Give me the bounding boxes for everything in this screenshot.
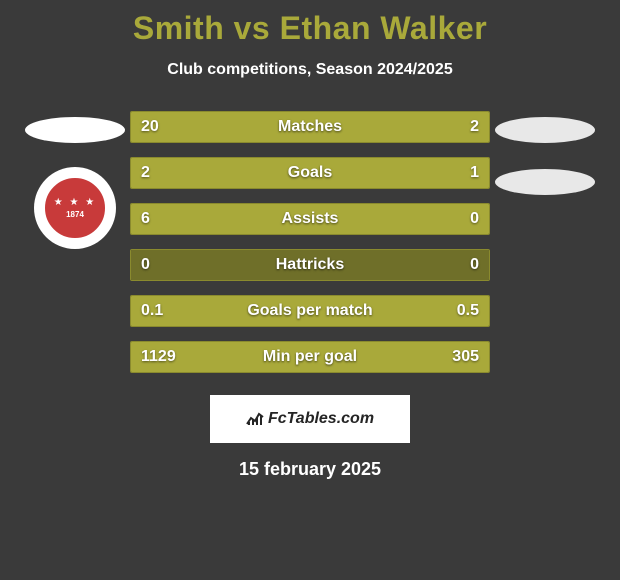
stat-row: 1129305Min per goal [130,341,490,373]
subtitle: Club competitions, Season 2024/2025 [0,61,620,79]
stat-bars: 202Matches 21Goals 60Assists 00Hattricks 0.1… [130,111,490,373]
left-player-column: ★ ★ ★ 1874 [20,111,130,373]
badge-stars-icon: ★ ★ ★ [54,197,96,208]
brand-text: FcTables.com [268,410,374,428]
stat-row: 202Matches [130,111,490,143]
stat-label: Assists [131,210,489,228]
stat-row: 00Hattricks [130,249,490,281]
stat-label: Matches [131,118,489,136]
stat-label: Min per goal [131,348,489,366]
club-badge-placeholder [495,169,595,195]
stat-row: 60Assists [130,203,490,235]
club-badge-inner: ★ ★ ★ 1874 [42,175,108,241]
stats-area: ★ ★ ★ 1874 202Matches 21Goals 60Assists 00H… [0,111,620,373]
stat-row: 21Goals [130,157,490,189]
stat-label: Goals per match [131,302,489,320]
club-badge: ★ ★ ★ 1874 [34,167,116,249]
brand-chart-icon [246,412,264,426]
player-photo-placeholder [25,117,125,143]
stat-row: 0.10.5Goals per match [130,295,490,327]
comparison-infographic: Smith vs Ethan Walker Club competitions,… [0,0,620,580]
stat-label: Hattricks [131,256,489,274]
date-label: 15 february 2025 [0,459,620,480]
page-title: Smith vs Ethan Walker [0,0,620,47]
badge-year: 1874 [66,210,84,219]
right-player-column [490,111,600,373]
stat-label: Goals [131,164,489,182]
brand-box: FcTables.com [210,395,410,443]
player-photo-placeholder [495,117,595,143]
